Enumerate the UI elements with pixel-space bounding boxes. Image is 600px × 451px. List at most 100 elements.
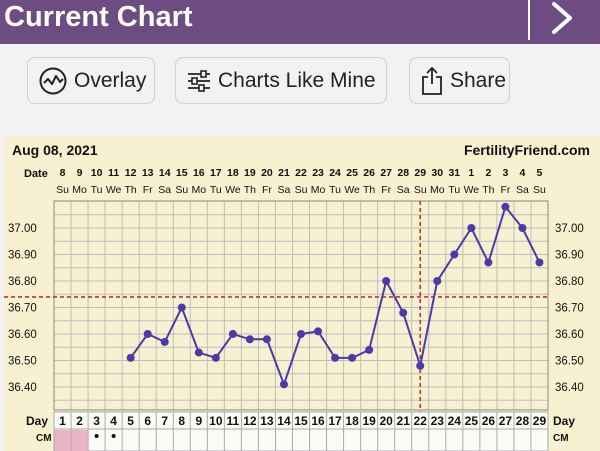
- day-number: 28: [516, 414, 530, 428]
- day-number: 14: [277, 414, 291, 428]
- date-label: 9: [77, 167, 83, 179]
- day-row-label-right: Day: [553, 414, 576, 428]
- weekday-label: Fr: [143, 184, 153, 196]
- day-number: 17: [328, 414, 342, 428]
- temperature-point: [262, 335, 271, 344]
- weekday-label: Tu: [448, 184, 460, 196]
- y-tick-label: 36.40: [8, 382, 37, 394]
- date-label: 29: [414, 167, 426, 179]
- page-title: Current Chart: [4, 1, 193, 33]
- overlay-button[interactable]: Overlay: [27, 57, 155, 104]
- date-label: 21: [278, 167, 290, 179]
- y-tick-label: 36.80: [8, 276, 37, 288]
- day-number: 11: [227, 414, 240, 428]
- overlay-label: Overlay: [74, 68, 147, 92]
- weekday-label: We: [106, 184, 122, 196]
- y-tick-label: 36.60: [8, 329, 37, 341]
- day-number: 4: [110, 414, 117, 428]
- day-number: 19: [362, 414, 376, 428]
- date-label: 16: [193, 167, 205, 179]
- date-label: 15: [176, 167, 188, 179]
- date-label: 26: [363, 167, 375, 179]
- date-label: 5: [537, 167, 543, 179]
- day-number: 29: [533, 414, 547, 428]
- cm-row-label-right: CM: [553, 433, 569, 444]
- temperature-point: [416, 361, 425, 370]
- day-number: 7: [161, 414, 168, 428]
- weekday-label: Th: [244, 184, 256, 196]
- cm-dot: [111, 434, 116, 438]
- temperature-point: [535, 258, 544, 267]
- weekday-label: Sa: [158, 184, 171, 196]
- day-number: 18: [345, 414, 359, 428]
- weekday-label: Th: [125, 184, 137, 196]
- temperature-point: [433, 277, 442, 285]
- y-tick-label: 36.90: [8, 250, 37, 262]
- temperature-point: [518, 224, 527, 232]
- y-tick-label-right: 36.60: [555, 329, 584, 341]
- date-label: 25: [346, 167, 358, 179]
- temperature-point: [314, 327, 323, 336]
- y-tick-label-right: 36.40: [555, 382, 584, 394]
- weekday-label: Tu: [91, 184, 103, 196]
- weekday-label: Su: [56, 184, 69, 196]
- weekday-label: Mo: [72, 184, 87, 196]
- temperature-point: [450, 250, 459, 259]
- temperature-point: [194, 348, 203, 357]
- day-number: 5: [127, 414, 134, 428]
- weekday-label: Sa: [278, 184, 291, 196]
- day-number: 3: [93, 414, 100, 428]
- cm-dot: [94, 434, 99, 438]
- day-number: 23: [431, 414, 445, 428]
- temperature-point: [484, 258, 493, 267]
- day-number: 15: [294, 414, 308, 428]
- date-label: 3: [502, 167, 508, 179]
- weekday-label: Mo: [311, 184, 326, 196]
- temperature-point: [297, 330, 305, 338]
- period-cell: [54, 430, 71, 451]
- weekday-label: Tu: [210, 184, 222, 196]
- charts-like-mine-label: Charts Like Mine: [218, 68, 376, 92]
- day-number: 8: [178, 414, 185, 428]
- weekday-label: Fr: [381, 184, 391, 196]
- y-tick-label-right: 37.00: [555, 223, 584, 235]
- chevron-right-icon[interactable]: [548, 0, 576, 38]
- date-label: 12: [125, 167, 137, 179]
- temperature-point: [160, 337, 169, 346]
- sliders-icon: [188, 69, 210, 92]
- period-cell: [71, 430, 88, 451]
- weekday-label: Su: [175, 184, 188, 196]
- charts-like-mine-button[interactable]: Charts Like Mine: [175, 57, 387, 104]
- date-label: 31: [448, 167, 460, 179]
- day-number: 1: [59, 414, 66, 428]
- date-label: 18: [227, 167, 239, 179]
- y-tick-label-right: 36.90: [555, 250, 584, 262]
- y-tick-label-right: 36.80: [555, 276, 584, 288]
- overlay-icon: [39, 67, 67, 94]
- weekday-label: We: [225, 184, 241, 196]
- y-tick-label: 37.00: [8, 223, 37, 235]
- day-number: 20: [379, 414, 393, 428]
- weekday-label: We: [464, 184, 480, 196]
- share-icon: [422, 66, 442, 95]
- y-tick-label: 36.70: [8, 303, 37, 315]
- date-row-label: Date: [24, 168, 48, 180]
- temperature-point: [211, 353, 220, 362]
- date-label: 19: [244, 167, 256, 179]
- y-tick-label-right: 36.70: [555, 303, 584, 315]
- date-label: 4: [520, 167, 526, 179]
- brand-label: FertilityFriend.com: [463, 142, 590, 158]
- temperature-point: [245, 335, 254, 344]
- chart-date: Aug 08, 2021: [12, 142, 98, 158]
- share-button[interactable]: Share: [409, 57, 510, 104]
- day-number: 2: [76, 414, 83, 428]
- date-label: 22: [295, 167, 307, 179]
- weekday-label: Su: [533, 184, 546, 196]
- weekday-label: Sa: [516, 184, 529, 196]
- date-label: 2: [485, 167, 491, 179]
- temperature-point: [382, 277, 391, 285]
- day-number: 13: [260, 414, 274, 428]
- date-label: 24: [329, 167, 341, 179]
- day-number: 10: [209, 414, 223, 428]
